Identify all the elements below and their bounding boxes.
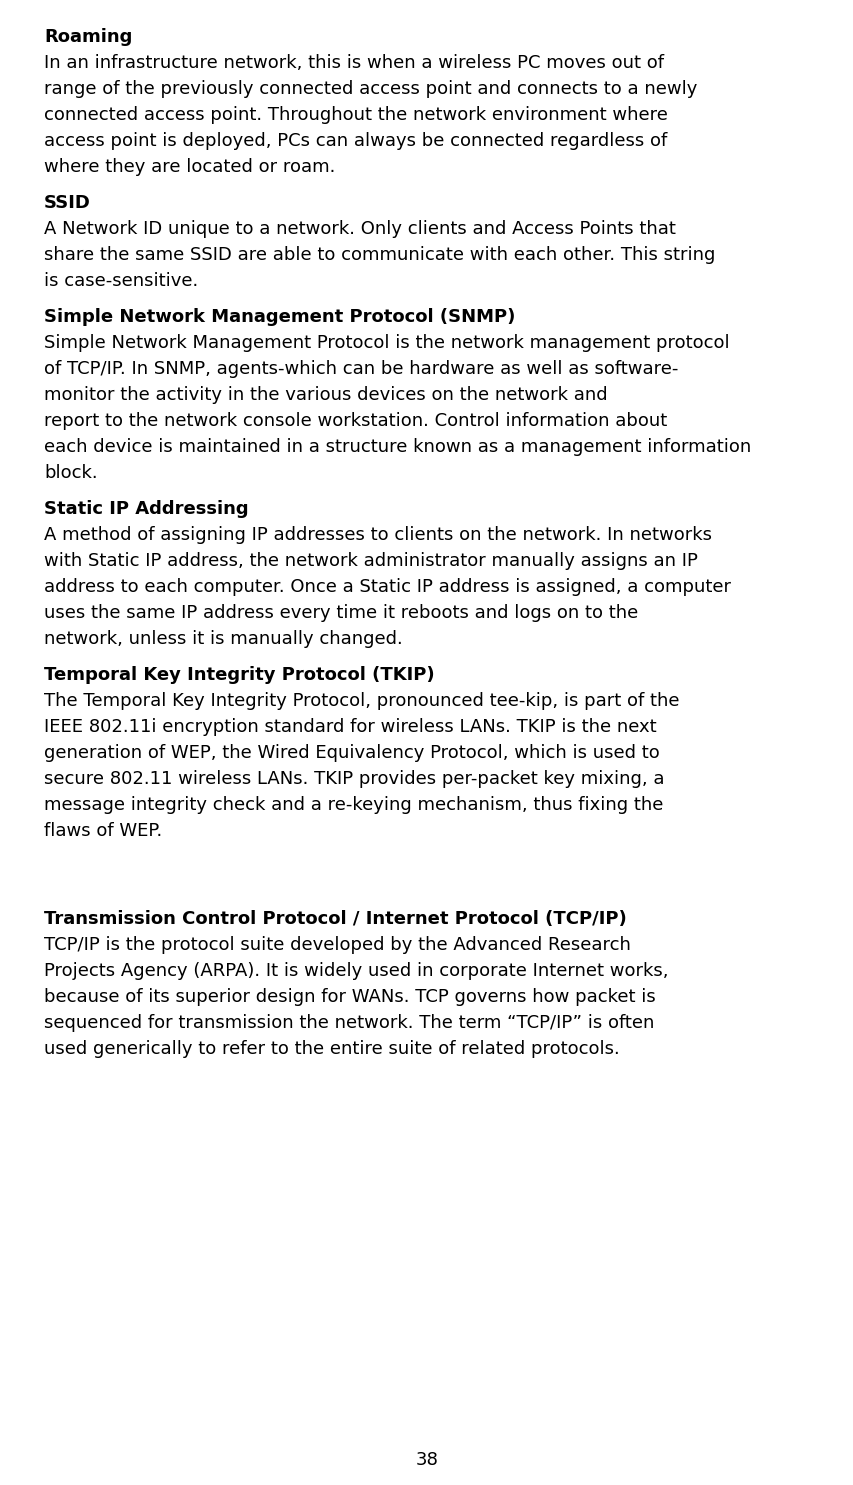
Text: uses the same IP address every time it reboots and logs on to the: uses the same IP address every time it r… [44,604,637,622]
Text: A Network ID unique to a network. Only clients and Access Points that: A Network ID unique to a network. Only c… [44,220,675,238]
Text: Transmission Control Protocol / Internet Protocol (TCP/IP): Transmission Control Protocol / Internet… [44,910,626,928]
Text: range of the previously connected access point and connects to a newly: range of the previously connected access… [44,80,697,98]
Text: of TCP/IP. In SNMP, agents-which can be hardware as well as software-: of TCP/IP. In SNMP, agents-which can be … [44,359,677,379]
Text: address to each computer. Once a Static IP address is assigned, a computer: address to each computer. Once a Static … [44,578,730,595]
Text: secure 802.11 wireless LANs. TKIP provides per-packet key mixing, a: secure 802.11 wireless LANs. TKIP provid… [44,771,664,789]
Text: access point is deployed, PCs can always be connected regardless of: access point is deployed, PCs can always… [44,132,666,150]
Text: message integrity check and a re-keying mechanism, thus fixing the: message integrity check and a re-keying … [44,796,663,814]
Text: where they are located or roam.: where they are located or roam. [44,157,335,177]
Text: connected access point. Throughout the network environment where: connected access point. Throughout the n… [44,105,667,125]
Text: IEEE 802.11i encryption standard for wireless LANs. TKIP is the next: IEEE 802.11i encryption standard for wir… [44,719,656,737]
Text: share the same SSID are able to communicate with each other. This string: share the same SSID are able to communic… [44,247,715,264]
Text: TCP/IP is the protocol suite developed by the Advanced Research: TCP/IP is the protocol suite developed b… [44,936,630,953]
Text: SSID: SSID [44,195,90,212]
Text: Projects Agency (ARPA). It is widely used in corporate Internet works,: Projects Agency (ARPA). It is widely use… [44,962,668,980]
Text: Simple Network Management Protocol is the network management protocol: Simple Network Management Protocol is th… [44,334,728,352]
Text: is case-sensitive.: is case-sensitive. [44,272,198,290]
Text: 38: 38 [415,1451,438,1469]
Text: because of its superior design for WANs. TCP governs how packet is: because of its superior design for WANs.… [44,988,655,1005]
Text: block.: block. [44,463,97,483]
Text: report to the network console workstation. Control information about: report to the network console workstatio… [44,411,666,431]
Text: sequenced for transmission the network. The term “TCP/IP” is often: sequenced for transmission the network. … [44,1014,653,1032]
Text: generation of WEP, the Wired Equivalency Protocol, which is used to: generation of WEP, the Wired Equivalency… [44,744,659,762]
Text: monitor the activity in the various devices on the network and: monitor the activity in the various devi… [44,386,607,404]
Text: with Static IP address, the network administrator manually assigns an IP: with Static IP address, the network admi… [44,552,697,570]
Text: Temporal Key Integrity Protocol (TKIP): Temporal Key Integrity Protocol (TKIP) [44,665,434,685]
Text: A method of assigning IP addresses to clients on the network. In networks: A method of assigning IP addresses to cl… [44,526,711,544]
Text: Static IP Addressing: Static IP Addressing [44,500,248,518]
Text: Simple Network Management Protocol (SNMP): Simple Network Management Protocol (SNMP… [44,307,514,327]
Text: used generically to refer to the entire suite of related protocols.: used generically to refer to the entire … [44,1040,619,1057]
Text: In an infrastructure network, this is when a wireless PC moves out of: In an infrastructure network, this is wh… [44,53,664,71]
Text: each device is maintained in a structure known as a management information: each device is maintained in a structure… [44,438,751,456]
Text: flaws of WEP.: flaws of WEP. [44,823,162,841]
Text: Roaming: Roaming [44,28,132,46]
Text: network, unless it is manually changed.: network, unless it is manually changed. [44,630,403,647]
Text: The Temporal Key Integrity Protocol, pronounced tee-kip, is part of the: The Temporal Key Integrity Protocol, pro… [44,692,679,710]
